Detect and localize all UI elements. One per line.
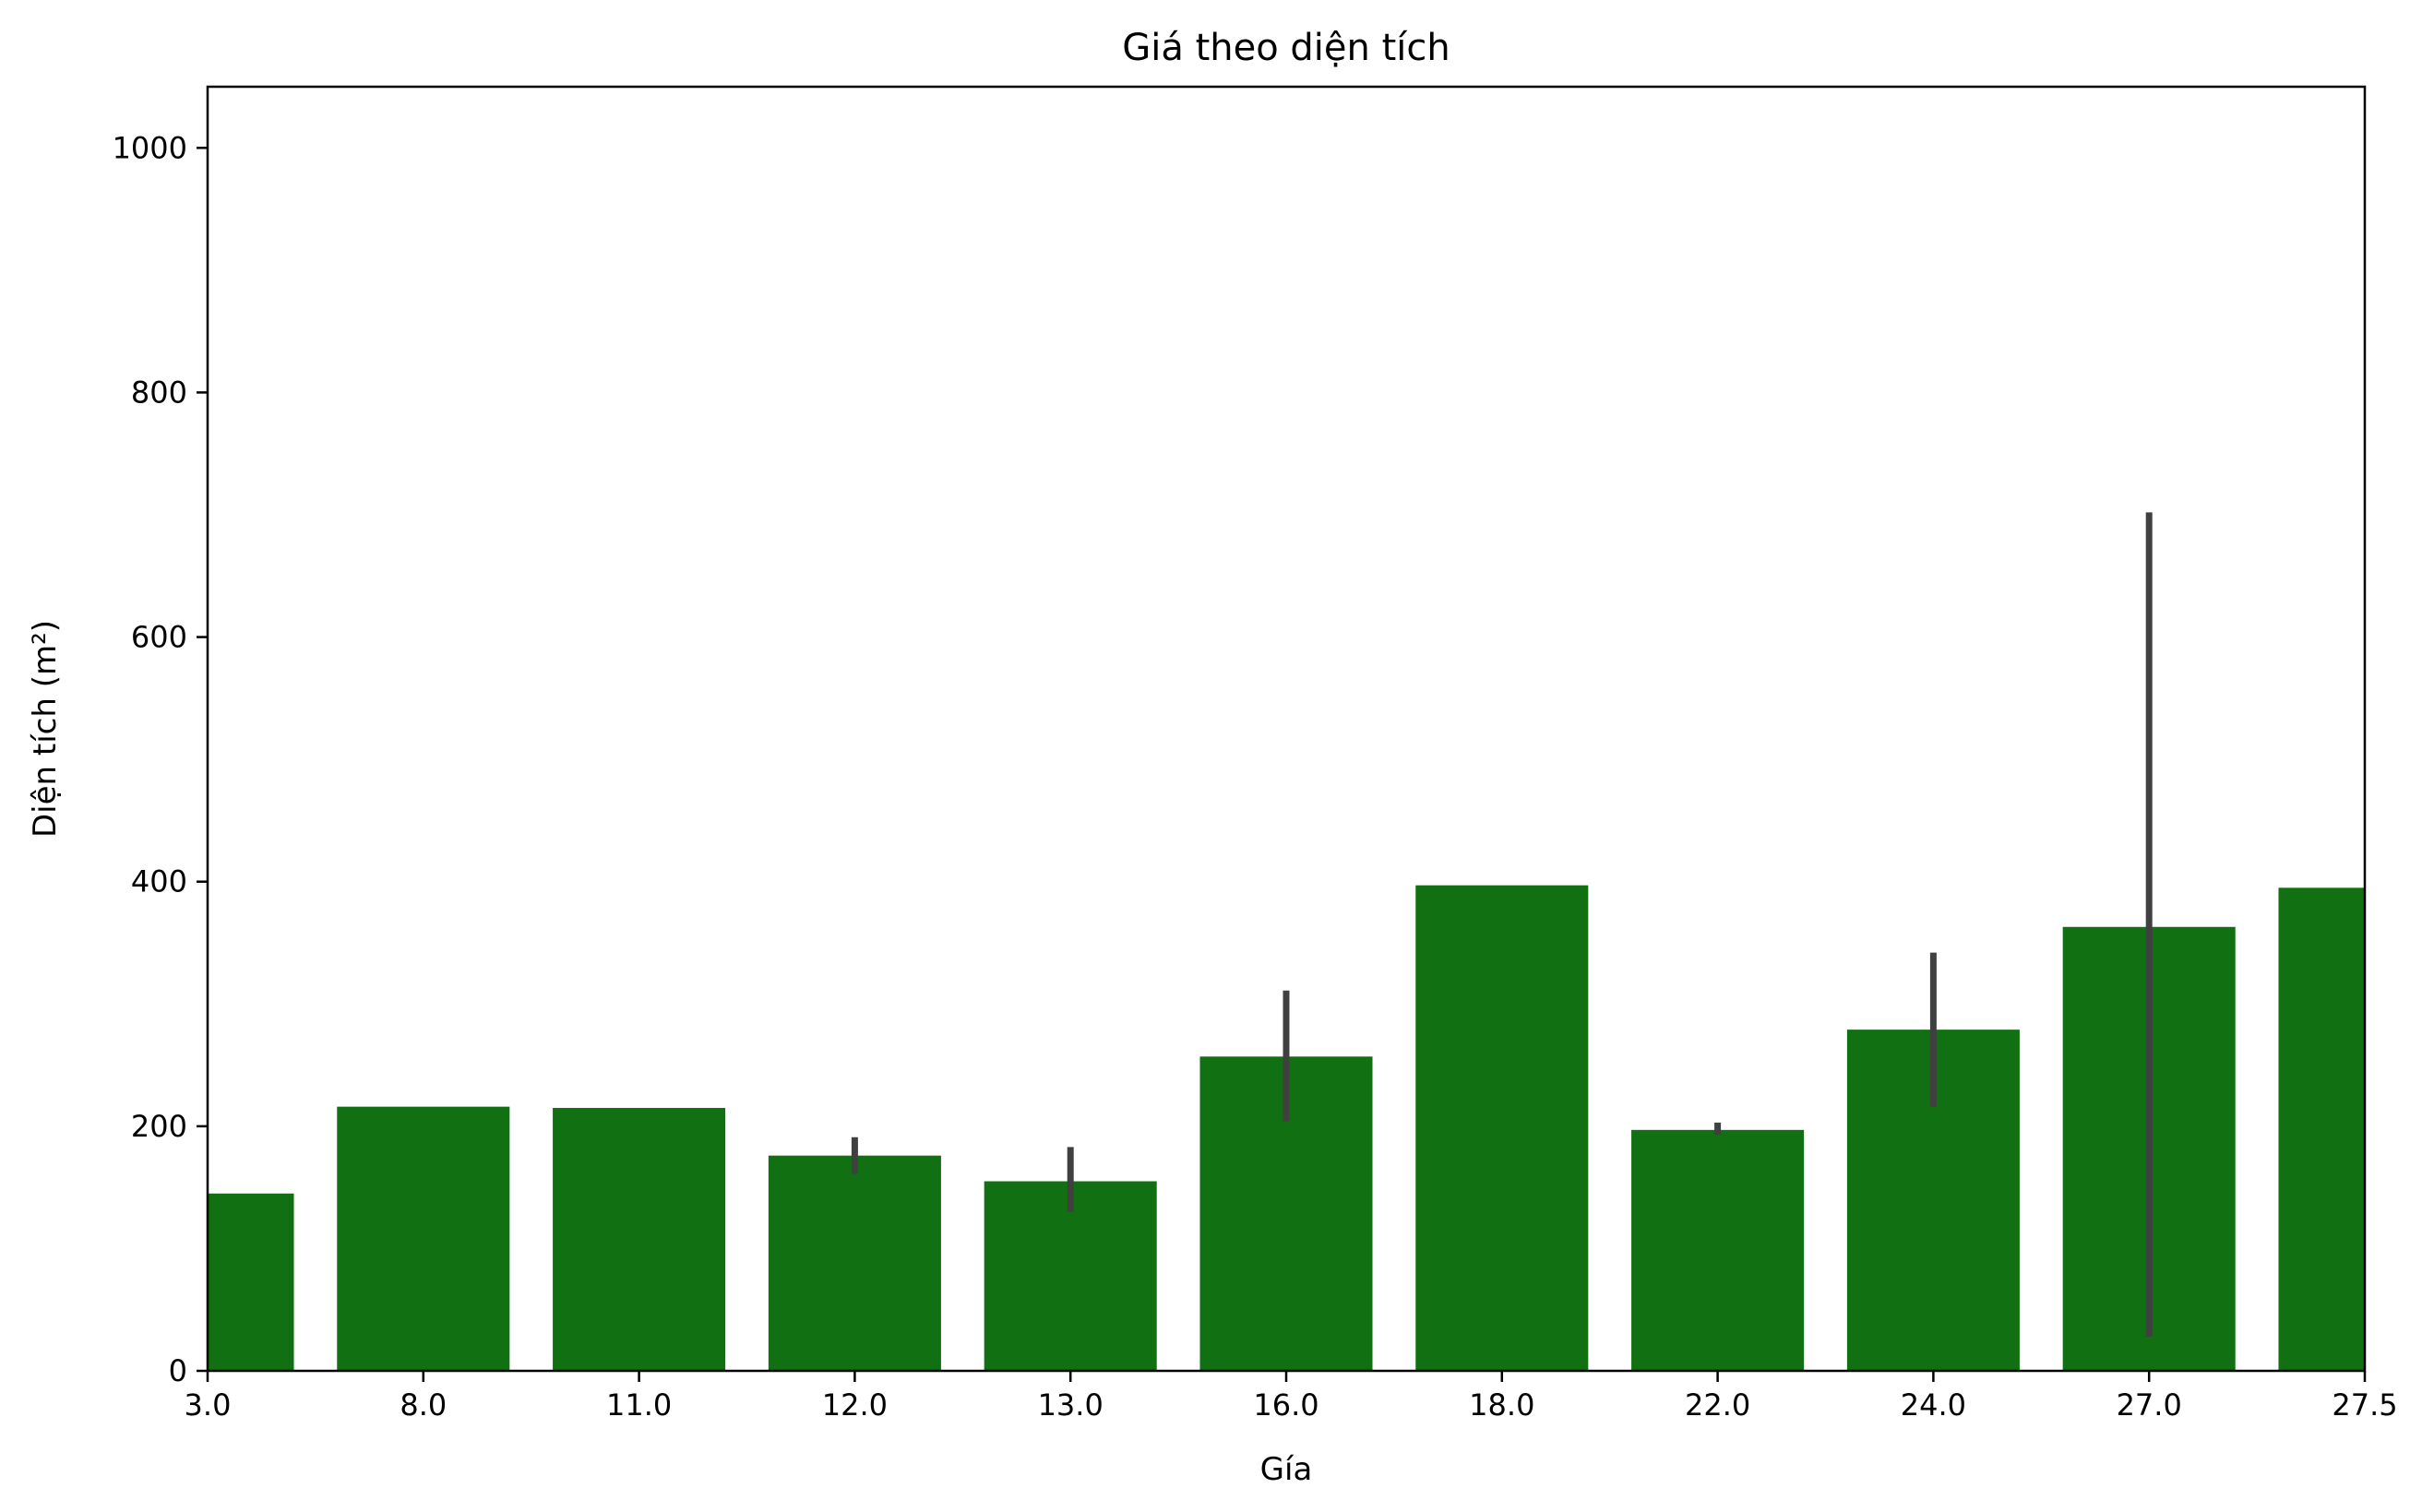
chart-title: Giá theo diện tích — [1122, 27, 1450, 69]
x-tick-label-13.0: 13.0 — [1038, 1387, 1104, 1423]
y-axis-label: Diện tích (m²) — [27, 620, 64, 838]
y-tick-label-1000: 1000 — [113, 130, 187, 165]
y-tick-label-600: 600 — [131, 620, 187, 655]
y-tick-label-200: 200 — [131, 1109, 187, 1144]
x-tick-label-27.0: 27.0 — [2117, 1387, 2182, 1423]
y-tick-label-0: 0 — [169, 1353, 187, 1388]
bar-13.0 — [984, 1181, 1157, 1371]
x-axis-label: Gía — [1260, 1451, 1313, 1488]
bar-3.0 — [208, 1193, 294, 1371]
bar-11.0 — [553, 1107, 726, 1371]
x-tick-label-18.0: 18.0 — [1469, 1387, 1534, 1423]
x-tick-label-8.0: 8.0 — [400, 1387, 447, 1423]
bar-27.5 — [2278, 887, 2365, 1371]
bar-8.0 — [337, 1106, 510, 1371]
bar-12.0 — [768, 1155, 941, 1371]
bars-group — [208, 885, 2365, 1371]
plot-area: 3.0 8.0 11.0 12.0 13.0 16.0 18.0 22.0 24.0 27.0 27… — [113, 85, 2398, 1423]
bar-18.0 — [1415, 885, 1589, 1371]
x-tick-label-11.0: 11.0 — [606, 1387, 672, 1423]
x-tick-label-12.0: 12.0 — [822, 1387, 888, 1423]
x-tick-label-22.0: 22.0 — [1685, 1387, 1750, 1423]
bar-22.0 — [1631, 1129, 1805, 1371]
x-tick-label-3.0: 3.0 — [185, 1387, 232, 1423]
x-tick-label-27.5: 27.5 — [2332, 1387, 2397, 1423]
y-tick-label-400: 400 — [131, 864, 187, 899]
y-tick-label-800: 800 — [131, 375, 187, 410]
x-tick-label-16.0: 16.0 — [1253, 1387, 1318, 1423]
x-tick-label-24.0: 24.0 — [1901, 1387, 1966, 1423]
